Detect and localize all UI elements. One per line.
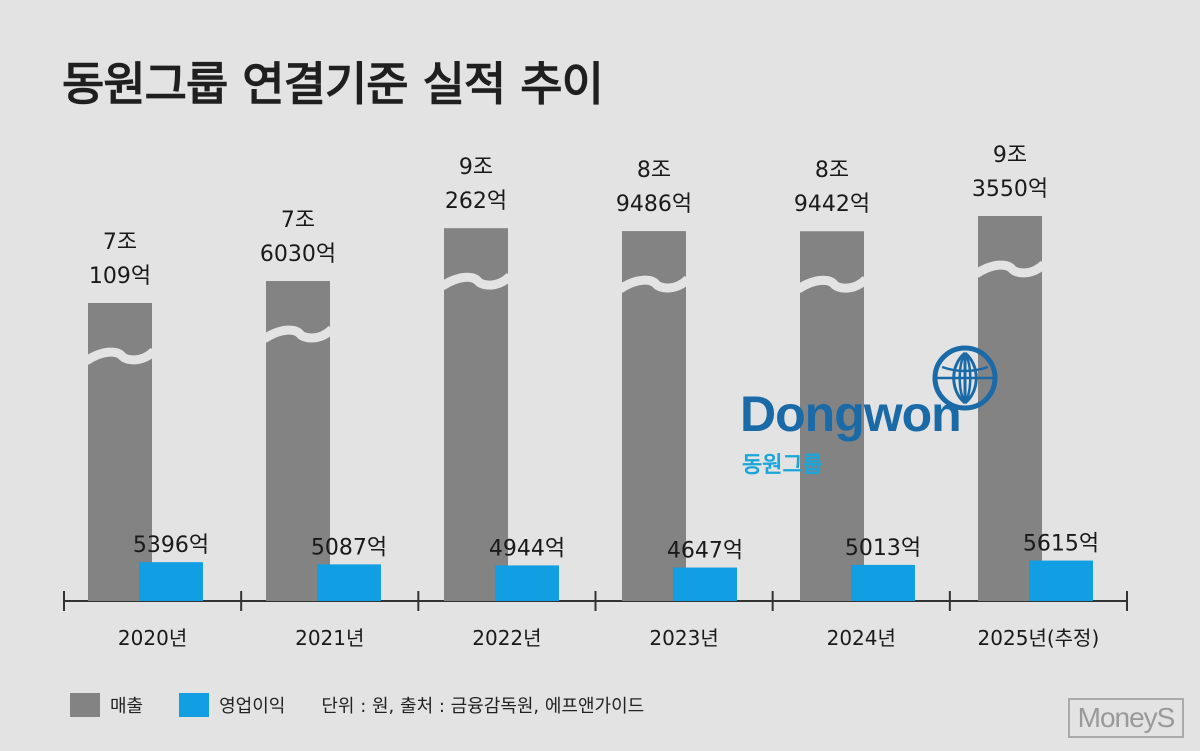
moneys-watermark: MoneyS xyxy=(1068,698,1184,738)
x-category-label: 2021년 xyxy=(295,626,364,650)
globe-icon xyxy=(932,345,998,411)
operating-profit-bar xyxy=(851,564,915,601)
revenue-bar xyxy=(978,216,1042,601)
operating-profit-label: 5615억 xyxy=(1023,532,1099,557)
revenue-bar xyxy=(622,231,686,601)
axis-break-mark xyxy=(795,275,870,294)
axis-break-mark xyxy=(973,260,1048,278)
x-category-label: 2022년 xyxy=(472,626,541,650)
revenue-label-line2: 3550억 xyxy=(972,177,1048,202)
revenue-label-line2: 262억 xyxy=(445,189,507,214)
legend: 매출 영업이익 단위 : 원, 출처 : 금융감독원, 에프앤가이드 xyxy=(70,692,644,718)
operating-profit-label: 4944억 xyxy=(489,536,565,561)
legend-label-profit: 영업이익 xyxy=(219,696,286,717)
chart-title: 동원그룹 연결기준 실적 추이 xyxy=(62,57,604,111)
legend-label-revenue: 매출 xyxy=(110,696,144,717)
axis-break-mark xyxy=(617,275,692,293)
legend-swatch-revenue xyxy=(70,693,100,717)
x-category-label: 2020년 xyxy=(118,626,187,650)
operating-profit-bar xyxy=(673,567,737,601)
revenue-bar xyxy=(800,231,864,601)
operating-profit-label: 5396억 xyxy=(133,533,209,558)
revenue-label-line1: 7조 xyxy=(103,230,137,255)
x-category-label: 2023년 xyxy=(649,626,718,650)
x-category-label: 2024년 xyxy=(827,626,896,650)
operating-profit-label: 4647억 xyxy=(667,539,743,564)
revenue-label-line1: 9조 xyxy=(459,155,493,180)
operating-profit-label: 5013억 xyxy=(845,536,921,561)
source-note: 단위 : 원, 출처 : 금융감독원, 에프앤가이드 xyxy=(321,696,645,717)
operating-profit-bar xyxy=(1029,560,1093,601)
legend-swatch-profit xyxy=(179,693,210,717)
logo-subtitle: 동원그룹 xyxy=(742,453,823,478)
revenue-label-line1: 7조 xyxy=(281,208,315,233)
revenue-bar xyxy=(444,228,508,601)
operating-profit-bar xyxy=(317,564,381,601)
axis-break-mark xyxy=(261,325,336,343)
operating-profit-label: 5087억 xyxy=(311,535,387,560)
revenue-label-line1: 9조 xyxy=(993,143,1027,168)
revenue-label-line2: 9442억 xyxy=(794,192,870,217)
revenue-label-line1: 8조 xyxy=(815,158,849,183)
revenue-label-line2: 9486억 xyxy=(616,192,692,217)
revenue-label-line2: 6030억 xyxy=(260,242,336,267)
revenue-label-line1: 8조 xyxy=(637,158,671,183)
axis-break-mark xyxy=(83,347,158,365)
dongwon-logo: Dongwon 동원그룹 xyxy=(740,345,1000,485)
revenue-label-line2: 109억 xyxy=(89,264,151,289)
operating-profit-bar xyxy=(495,565,559,601)
x-category-label: 2025년(추정) xyxy=(978,626,1100,650)
axis-break-mark xyxy=(439,272,514,291)
operating-profit-bar xyxy=(139,562,203,601)
logo-wordmark: Dongwon xyxy=(740,386,962,442)
